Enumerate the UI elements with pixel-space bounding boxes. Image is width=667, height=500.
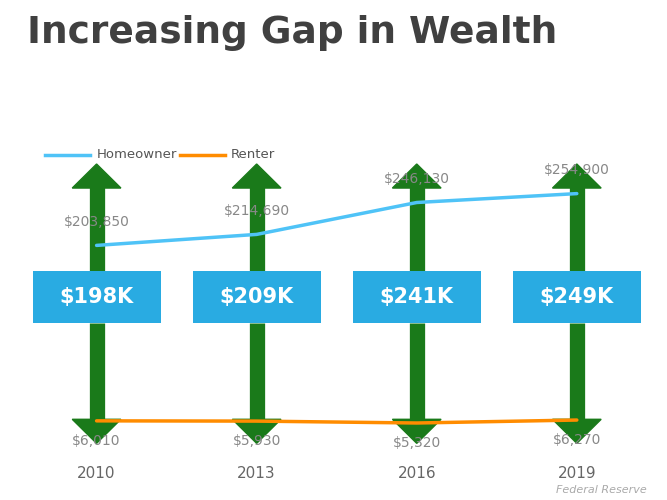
Text: $5,320: $5,320 [393, 436, 441, 450]
Text: 2013: 2013 [237, 466, 276, 480]
Text: $249K: $249K [540, 287, 614, 307]
Polygon shape [552, 164, 601, 188]
Polygon shape [232, 164, 281, 188]
FancyBboxPatch shape [193, 272, 321, 323]
FancyBboxPatch shape [33, 272, 161, 323]
Polygon shape [232, 420, 281, 444]
Polygon shape [72, 164, 121, 188]
Text: 2019: 2019 [558, 466, 596, 480]
Text: $198K: $198K [59, 287, 133, 307]
Text: $246,130: $246,130 [384, 172, 450, 186]
Polygon shape [72, 420, 121, 444]
Text: $214,690: $214,690 [223, 204, 289, 218]
Text: $203,850: $203,850 [63, 215, 129, 229]
Text: 2016: 2016 [398, 466, 436, 480]
Text: Federal Reserve: Federal Reserve [556, 485, 647, 495]
Text: $209K: $209K [219, 287, 293, 307]
Text: Increasing Gap in Wealth: Increasing Gap in Wealth [27, 15, 557, 51]
Text: 2010: 2010 [77, 466, 116, 480]
Text: $6,270: $6,270 [553, 433, 601, 447]
Polygon shape [392, 420, 441, 444]
Text: Renter: Renter [231, 148, 275, 161]
Text: $6,010: $6,010 [72, 434, 121, 448]
Text: $241K: $241K [380, 287, 454, 307]
FancyBboxPatch shape [513, 272, 641, 323]
Text: $5,930: $5,930 [233, 434, 281, 448]
Text: $254,900: $254,900 [544, 163, 610, 177]
Polygon shape [392, 164, 441, 188]
Polygon shape [552, 420, 601, 444]
Text: Homeowner: Homeowner [97, 148, 177, 161]
FancyBboxPatch shape [353, 272, 481, 323]
